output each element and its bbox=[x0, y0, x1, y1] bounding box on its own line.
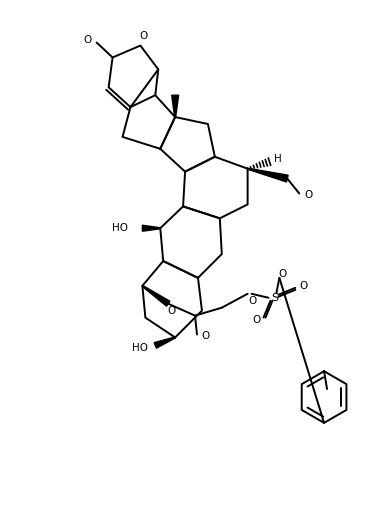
Text: O: O bbox=[83, 35, 92, 45]
Text: O: O bbox=[299, 281, 307, 291]
Polygon shape bbox=[248, 168, 288, 182]
Text: O: O bbox=[202, 331, 210, 341]
Text: O: O bbox=[139, 31, 147, 41]
Text: O: O bbox=[278, 269, 287, 279]
Text: HO: HO bbox=[112, 223, 128, 233]
Polygon shape bbox=[172, 95, 179, 117]
Polygon shape bbox=[154, 337, 176, 348]
Text: O: O bbox=[248, 296, 257, 306]
Polygon shape bbox=[142, 286, 170, 306]
Polygon shape bbox=[142, 225, 160, 231]
Text: O: O bbox=[304, 190, 312, 200]
Text: S: S bbox=[271, 293, 278, 303]
Text: HO: HO bbox=[132, 343, 148, 353]
Text: O: O bbox=[167, 306, 175, 316]
Text: H: H bbox=[273, 154, 281, 164]
Text: O: O bbox=[252, 315, 261, 325]
